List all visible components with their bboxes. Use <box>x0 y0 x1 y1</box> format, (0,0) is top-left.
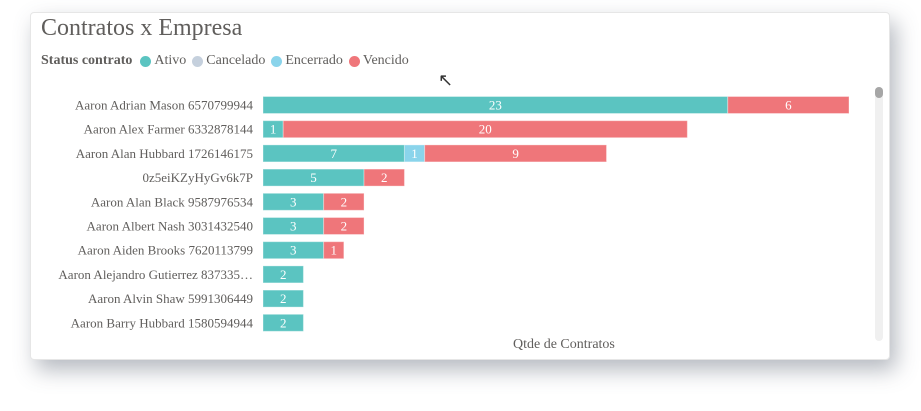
data-label: 3 <box>290 219 297 234</box>
legend-item-encerrado[interactable]: Encerrado <box>271 53 343 69</box>
legend-label: Vencido <box>362 53 409 68</box>
legend-item-cancelado[interactable]: Cancelado <box>192 53 265 69</box>
category-label: Aaron Albert Nash 3031432540 <box>87 219 253 234</box>
bar-segment-ativo[interactable] <box>262 313 304 332</box>
bar-segment-vencido[interactable] <box>323 241 345 260</box>
scrollbar-thumb[interactable] <box>875 87 883 98</box>
legend-dot <box>348 55 360 67</box>
legend-items: Ativo Cancelado Encerrado Vencido <box>140 53 414 69</box>
data-label: 3 <box>290 194 297 209</box>
scrollbar[interactable] <box>875 87 883 341</box>
category-label: 0z5eiKZyHyGv6k7P <box>143 170 254 185</box>
data-label: 1 <box>270 122 277 137</box>
category-label: Aaron Adrian Mason 6570799944 <box>75 98 254 113</box>
data-label: 2 <box>280 315 287 330</box>
legend-label: Encerrado <box>285 53 343 68</box>
data-label: 3 <box>290 243 297 258</box>
bar-segment-vencido[interactable] <box>727 96 850 114</box>
legend-item-vencido[interactable]: Vencido <box>348 53 409 69</box>
data-label: 2 <box>341 219 348 234</box>
data-label: 9 <box>512 146 519 161</box>
data-label: 5 <box>310 170 317 185</box>
data-label: 6 <box>785 98 792 113</box>
bar-segment-vencido[interactable] <box>424 144 608 163</box>
legend-dot <box>140 55 152 67</box>
bar-segment-ativo[interactable] <box>262 289 304 308</box>
legend-label: Cancelado <box>206 53 266 68</box>
legend-item-ativo[interactable]: Ativo <box>140 53 186 69</box>
bar-segment-vencido[interactable] <box>282 120 688 139</box>
bar-segment-vencido[interactable] <box>363 168 405 187</box>
category-label: Aaron Alan Black 9587976534 <box>91 194 254 209</box>
data-label: 23 <box>489 98 502 113</box>
legend-dot <box>192 55 204 67</box>
legend: Status contrato Ativo Cancelado Encerrado V… <box>41 53 415 69</box>
legend-dot <box>271 55 283 67</box>
data-label: 2 <box>280 267 287 282</box>
data-label: 2 <box>280 291 287 306</box>
category-label: Aaron Aiden Brooks 7620113799 <box>78 243 253 258</box>
data-label: 1 <box>411 146 418 161</box>
bar-segment-vencido[interactable] <box>323 217 365 235</box>
data-label: 1 <box>330 243 337 258</box>
category-label: Aaron Alex Farmer 6332878144 <box>84 122 254 137</box>
legend-label: Ativo <box>154 53 187 68</box>
x-axis-label: Qtde de Contratos <box>513 337 615 352</box>
data-label: 2 <box>381 170 388 185</box>
category-label: Aaron Alejandro Gutierrez 837335… <box>58 267 253 282</box>
bar-segment-ativo[interactable] <box>262 265 304 284</box>
data-label: 2 <box>341 194 348 209</box>
category-label: Aaron Alan Hubbard 1726146175 <box>76 146 253 161</box>
data-label: 20 <box>479 122 492 137</box>
bar-segment-vencido[interactable] <box>323 192 365 211</box>
legend-title: Status contrato <box>41 53 133 68</box>
mouse-cursor-icon: ↖ <box>438 70 454 90</box>
category-label: Aaron Barry Hubbard 1580594944 <box>71 315 254 330</box>
category-label: Aaron Alvin Shaw 5991306449 <box>88 291 253 306</box>
data-label: 7 <box>330 146 337 161</box>
chart-card: Contratos x Empresa Status contrato Ativ… <box>30 12 890 360</box>
chart-title: Contratos x Empresa <box>41 15 243 41</box>
